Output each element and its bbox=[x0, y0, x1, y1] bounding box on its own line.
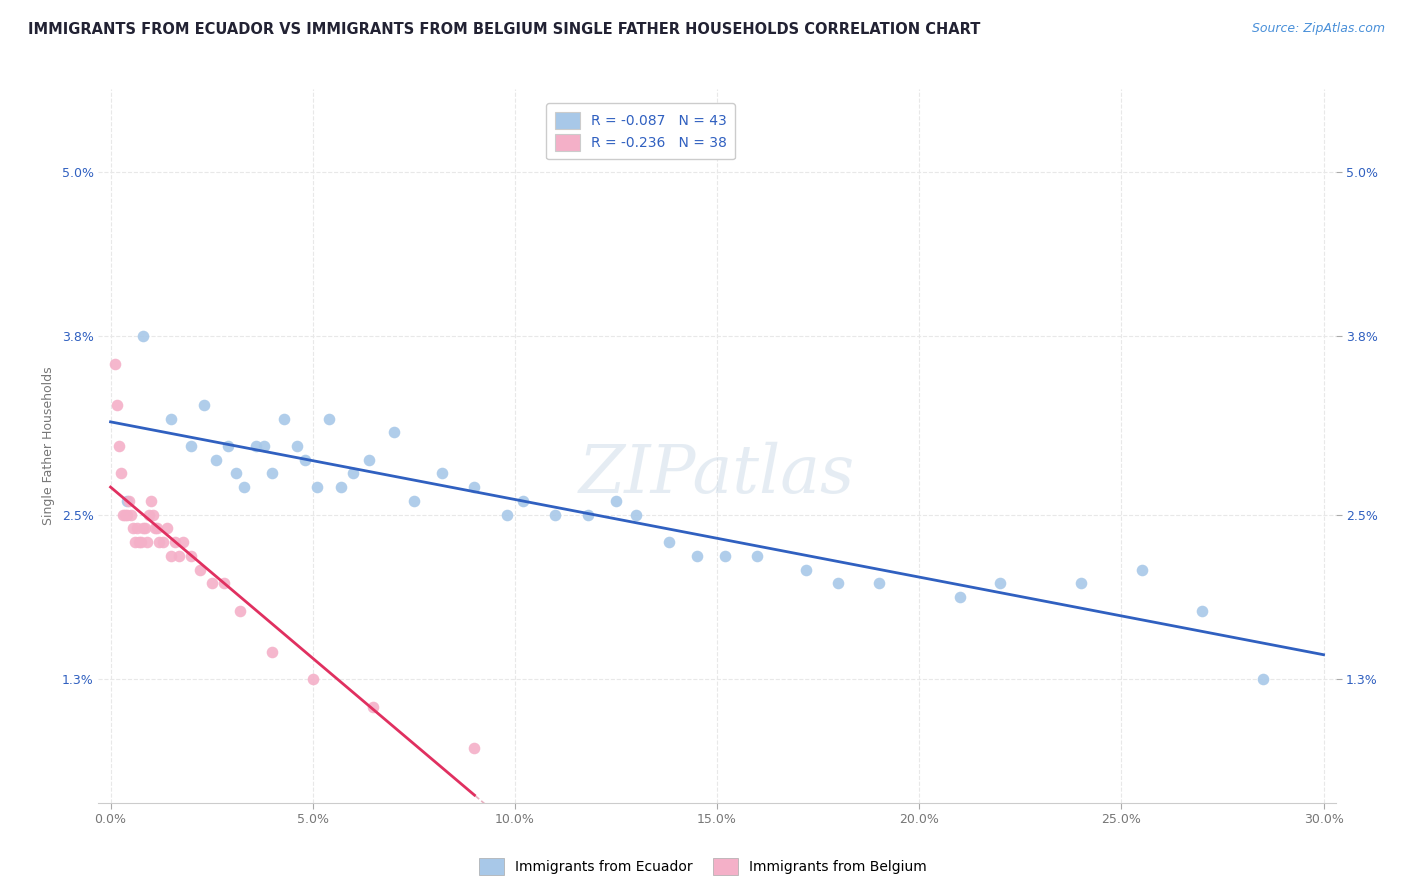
Point bbox=[134, 521, 156, 535]
Point bbox=[165, 535, 187, 549]
Point bbox=[121, 521, 143, 535]
Legend: Immigrants from Ecuador, Immigrants from Belgium: Immigrants from Ecuador, Immigrants from… bbox=[474, 853, 932, 880]
Point bbox=[330, 480, 353, 494]
Point bbox=[1070, 576, 1092, 591]
Text: Source: ZipAtlas.com: Source: ZipAtlas.com bbox=[1251, 22, 1385, 36]
Point bbox=[624, 508, 647, 522]
Point bbox=[363, 699, 385, 714]
Point bbox=[576, 508, 599, 522]
Point bbox=[657, 535, 679, 549]
Point bbox=[794, 562, 817, 576]
Point bbox=[359, 452, 381, 467]
Point bbox=[139, 494, 162, 508]
Point bbox=[868, 576, 890, 591]
Point bbox=[686, 549, 709, 563]
Point bbox=[714, 549, 737, 563]
Point bbox=[301, 673, 323, 687]
Point bbox=[1130, 562, 1153, 576]
Point bbox=[128, 535, 150, 549]
Point bbox=[495, 508, 517, 522]
Point bbox=[233, 480, 256, 494]
Point bbox=[180, 549, 202, 563]
Point bbox=[188, 562, 211, 576]
Point bbox=[463, 480, 485, 494]
Point bbox=[172, 535, 194, 549]
Point bbox=[217, 439, 239, 453]
Point bbox=[193, 398, 215, 412]
Point bbox=[1191, 604, 1213, 618]
Point bbox=[136, 535, 159, 549]
Point bbox=[262, 645, 284, 659]
Point bbox=[747, 549, 769, 563]
Point bbox=[225, 467, 247, 481]
Point bbox=[104, 357, 127, 371]
Point bbox=[273, 411, 295, 425]
Point bbox=[201, 576, 224, 591]
Point bbox=[110, 467, 132, 481]
Point bbox=[125, 521, 148, 535]
Point bbox=[156, 521, 179, 535]
Point bbox=[115, 494, 138, 508]
Point bbox=[463, 740, 485, 755]
Point bbox=[430, 467, 453, 481]
Point bbox=[107, 439, 129, 453]
Point bbox=[115, 508, 138, 522]
Point bbox=[342, 467, 364, 481]
Point bbox=[512, 494, 534, 508]
Point bbox=[204, 452, 226, 467]
Point bbox=[294, 452, 316, 467]
Point bbox=[305, 480, 328, 494]
Point bbox=[152, 535, 174, 549]
Point bbox=[120, 508, 142, 522]
Point bbox=[988, 576, 1011, 591]
Point bbox=[160, 411, 183, 425]
Point bbox=[949, 590, 972, 604]
Point bbox=[142, 508, 165, 522]
Point bbox=[129, 535, 152, 549]
Point bbox=[285, 439, 308, 453]
Point bbox=[138, 508, 160, 522]
Point bbox=[1251, 673, 1274, 687]
Point bbox=[382, 425, 405, 440]
Point bbox=[160, 549, 183, 563]
Point bbox=[169, 549, 191, 563]
Point bbox=[253, 439, 276, 453]
Point bbox=[229, 604, 252, 618]
Point bbox=[146, 521, 169, 535]
Point bbox=[212, 576, 235, 591]
Legend: R = -0.087   N = 43, R = -0.236   N = 38: R = -0.087 N = 43, R = -0.236 N = 38 bbox=[546, 103, 735, 160]
Point bbox=[402, 494, 425, 508]
Point bbox=[262, 467, 284, 481]
Point bbox=[245, 439, 267, 453]
Point bbox=[124, 535, 146, 549]
Point bbox=[132, 329, 155, 343]
Point bbox=[148, 535, 170, 549]
Point bbox=[118, 494, 141, 508]
Point bbox=[605, 494, 627, 508]
Point bbox=[111, 508, 134, 522]
Point bbox=[114, 508, 136, 522]
Point bbox=[105, 398, 128, 412]
Point bbox=[132, 521, 155, 535]
Point bbox=[318, 411, 340, 425]
Text: IMMIGRANTS FROM ECUADOR VS IMMIGRANTS FROM BELGIUM SINGLE FATHER HOUSEHOLDS CORR: IMMIGRANTS FROM ECUADOR VS IMMIGRANTS FR… bbox=[28, 22, 980, 37]
Point bbox=[180, 439, 202, 453]
Point bbox=[544, 508, 567, 522]
Point bbox=[827, 576, 849, 591]
Point bbox=[143, 521, 166, 535]
Y-axis label: Single Father Households: Single Father Households bbox=[42, 367, 55, 525]
Text: ZIPatlas: ZIPatlas bbox=[579, 442, 855, 508]
